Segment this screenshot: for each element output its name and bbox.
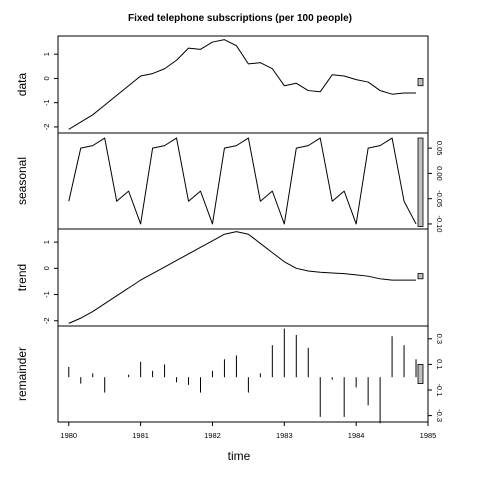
x-tick-label: 1982 [204, 431, 221, 440]
trend-y-tick-label: 1 [42, 240, 51, 244]
seasonal-series-line [68, 137, 417, 225]
data-y-tick-label: 0 [42, 76, 51, 80]
trend-y-tick-label: -2 [42, 317, 51, 324]
x-tick-label: 1983 [276, 431, 293, 440]
data-range-bar [417, 78, 424, 87]
trend-axis-label: trend [15, 264, 29, 291]
x-tick-label: 1980 [60, 431, 77, 440]
panel-seasonal: -0.10 -0.05 0.00 0.05 seasonal [15, 132, 444, 233]
seasonal-y-tick-label: -0.10 [435, 215, 444, 232]
data-y-tick-label: -1 [42, 99, 51, 106]
x-tick-label: 1984 [348, 431, 365, 440]
panel-trend: -2 -1 0 1 trend [15, 228, 429, 327]
seasonal-y-tick-label: 0.00 [435, 166, 444, 181]
panel-data: -2 -1 0 1 data [15, 35, 429, 134]
remainder-axis-label: remainder [15, 347, 29, 401]
panel-remainder: -0.3 -0.1 0.1 0.3 remainder [15, 325, 444, 424]
x-axis: 1980 1981 1982 1983 1984 1985 [60, 422, 436, 440]
remainder-y-tick-label: 0.3 [435, 334, 444, 344]
remainder-range-bar [417, 363, 424, 384]
trend-y-tick-label: 0 [42, 266, 51, 270]
x-tick-label: 1985 [420, 431, 437, 440]
data-frame [57, 35, 429, 134]
x-tick-label: 1981 [132, 431, 149, 440]
trend-y-tick-label: -1 [42, 291, 51, 298]
seasonal-y-tick-label: -0.05 [435, 190, 444, 207]
seasonal-range-bar [417, 137, 424, 227]
data-y-tick-label: 1 [42, 52, 51, 56]
chart-title: Fixed telephone subscriptions (per 100 p… [128, 13, 352, 24]
trend-series-line [68, 231, 417, 324]
panels: -2-101data-0.10-0.050.000.05seasonal-2-1… [15, 35, 444, 424]
data-series-line [68, 39, 417, 130]
data-axis-label: data [15, 72, 29, 96]
trend-range-bar [417, 273, 424, 280]
data-y-tick-label: -2 [42, 124, 51, 131]
remainder-frame [57, 325, 429, 423]
seasonal-axis-label: seasonal [15, 157, 29, 205]
x-axis-label: time [228, 449, 251, 463]
remainder-y-tick-label: -0.1 [435, 384, 444, 397]
remainder-y-tick-label: -0.3 [435, 409, 444, 422]
remainder-y-tick-label: 0.1 [435, 359, 444, 369]
seasonal-y-tick-label: 0.05 [435, 141, 444, 156]
